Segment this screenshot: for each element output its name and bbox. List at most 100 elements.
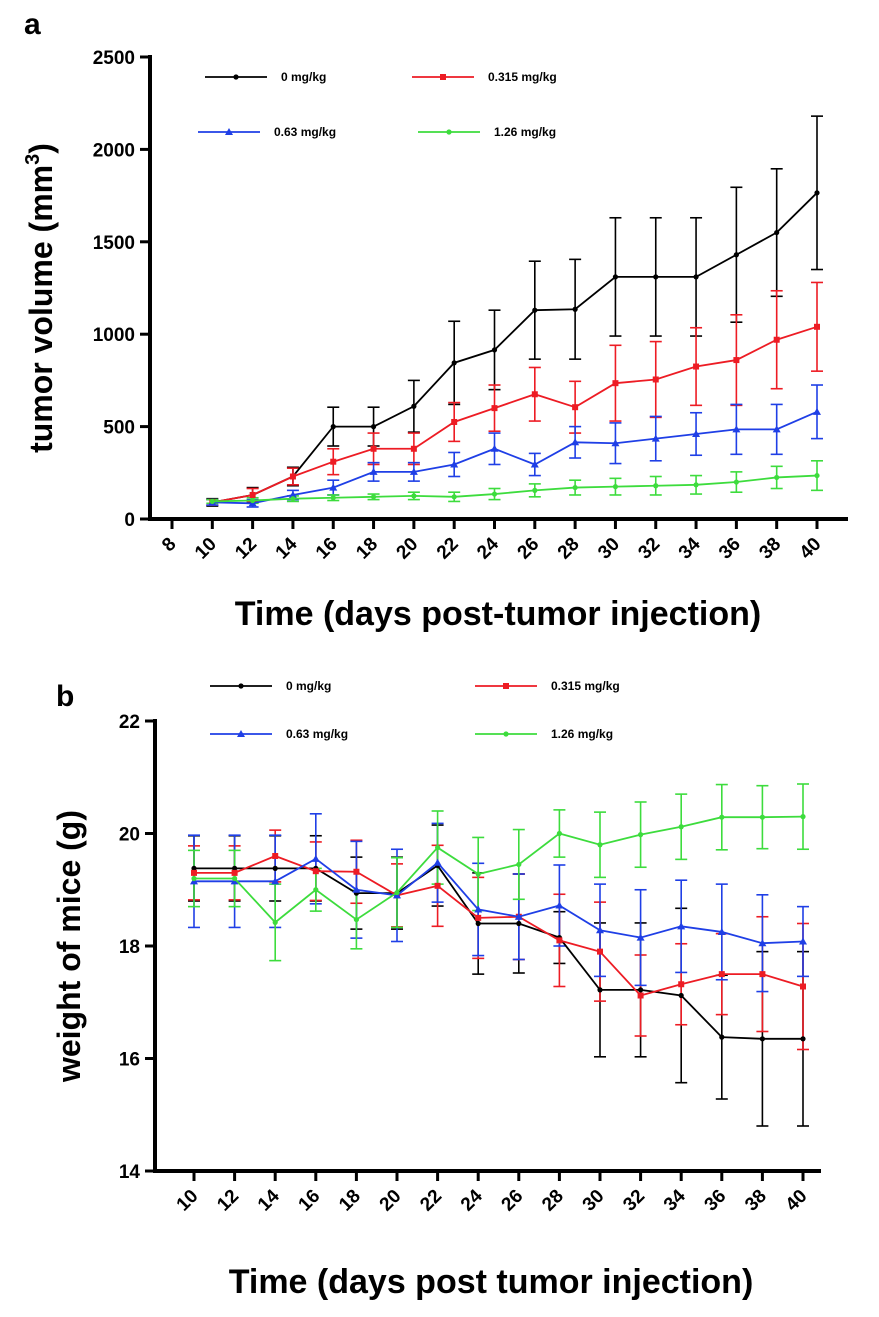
panel-a-series-1-point — [652, 376, 659, 383]
panel-b-series-1-point — [353, 868, 360, 875]
panel-b-series-3-point — [475, 871, 481, 877]
panel-a-series-0-point — [532, 307, 538, 313]
panel-b-legend-0-swatch-marker — [238, 683, 244, 689]
panel-b-x-tick-label: 24 — [457, 1185, 487, 1215]
panel-b-y-tick-label: 20 — [119, 825, 140, 846]
panel-a-series-3-point — [532, 487, 538, 493]
panel-b-series-1-point — [678, 981, 685, 988]
panel-a-series-0-point — [491, 347, 498, 353]
panel-a-series-3-point — [612, 484, 619, 490]
panel-a-series-1-point — [773, 336, 780, 343]
panel-b-series-0-point — [597, 987, 603, 993]
panel-b-y-axis-title: weight of mice (g) — [51, 810, 87, 1083]
panel-a-series-2-point — [288, 490, 297, 498]
panel-a-series-3-point — [330, 495, 336, 501]
panel-a-x-tick-label: 20 — [393, 534, 423, 564]
panel-b-series-2-point — [271, 877, 280, 885]
panel-a-series-2-point — [651, 434, 660, 442]
panel-a-series-1-point — [733, 357, 740, 364]
panel-a-y-axis-title-main: tumor volume (mm — [23, 165, 59, 453]
panel-a-series-1-point — [491, 405, 498, 412]
panel-b-series-1-point — [475, 914, 482, 921]
panel-b-series-3-point — [759, 814, 766, 820]
panel-b-series-1-point — [272, 853, 279, 859]
panel-a-series-3-point — [814, 472, 820, 479]
panel-a-legend-0-label: 0 mg/kg — [281, 70, 326, 84]
panel-b-series-2-point — [352, 885, 361, 893]
panel-a-x-tick-label: 10 — [191, 534, 221, 564]
panel-a-series-1-point — [693, 363, 700, 370]
panel-a-x-tick-label: 36 — [715, 534, 745, 564]
panel-a-series-0-point — [774, 229, 780, 236]
panel-b-series-1-point — [718, 971, 725, 978]
panel-a-series-3-point — [411, 493, 417, 499]
panel-a-series-3-point — [451, 494, 457, 500]
panel-b-series-2-point — [717, 927, 726, 935]
panel-a-series-2-point — [732, 425, 741, 433]
panel-b-series-0-point — [800, 1036, 806, 1042]
panel-b-series-0-line — [194, 864, 803, 1040]
panel-a-y-tick-label: 500 — [103, 418, 135, 439]
panel-a-series-3-point — [209, 498, 215, 505]
panel-a-legend-1-swatch-marker — [440, 74, 446, 80]
panel-b: b 14 16 18 20 22 10 12 14 16 18 20 22 24 26 28 30 32 34 36… — [51, 679, 821, 1301]
panel-b-series-0-point — [272, 865, 278, 871]
panel-b-series-2-point — [555, 901, 564, 909]
panel-a-series-2-point — [692, 429, 701, 437]
panel-a-series-3-point — [733, 479, 739, 485]
panel-a-series-2-point — [611, 439, 620, 447]
panel-b-series-3-point — [638, 832, 644, 838]
panel-a-x-tick-label: 30 — [594, 534, 624, 564]
panel-a: a 0 500 1000 1500 2000 2500 8 10 12 14 16 18 20 22 24 2… — [22, 8, 848, 633]
panel-a-series-3-point — [370, 494, 377, 500]
panel-b-series-3-point — [232, 875, 238, 882]
panel-a-series-1-point — [612, 380, 619, 387]
panel-a-y-tick-label: 1000 — [93, 325, 135, 346]
panel-b-legend: 0 mg/kg 0.315 mg/kg 0.63 mg/kg 1.26 mg/kg — [210, 679, 620, 741]
panel-b-series-2-point — [433, 858, 442, 866]
panel-a-x-tick-label: 38 — [755, 534, 785, 564]
panel-a-series-3-point — [572, 484, 578, 491]
panel-a-series-0-point — [693, 274, 699, 280]
panel-b-series-3-point — [313, 887, 319, 893]
panel-b-legend-3-label: 1.26 mg/kg — [551, 727, 613, 741]
panel-b-x-tick-label: 10 — [173, 1186, 203, 1216]
panel-b-x-tick-label: 20 — [376, 1186, 406, 1216]
panel-b-series-1-point — [637, 992, 644, 999]
panel-a-plot-area: 0 500 1000 1500 2000 2500 8 10 12 14 16 18 20 22 24 26 2… — [93, 48, 848, 563]
panel-a-x-tick-label: 40 — [796, 534, 826, 564]
panel-b-x-tick-label: 12 — [213, 1186, 243, 1216]
panel-a-legend-2-swatch-marker — [225, 128, 233, 135]
panel-b-legend-1-label: 0.315 mg/kg — [551, 679, 620, 693]
panel-a-series-0-point — [451, 360, 457, 366]
panel-b-series-3-point — [272, 919, 278, 925]
panel-a-y-tick-label: 2000 — [93, 140, 135, 161]
panel-a-series-2-point — [490, 444, 499, 452]
panel-a-series-3-point — [774, 474, 780, 481]
panel-a-x-tick-label: 26 — [514, 534, 544, 564]
panel-a-series-2-point — [450, 460, 459, 468]
panel-a-x-tick-label: 16 — [312, 534, 342, 564]
panel-b-series-1-point — [312, 868, 319, 875]
panel-b-series-3-point — [597, 842, 603, 848]
panel-a-y-tick-label: 0 — [124, 510, 135, 531]
panel-b-series-0-point — [516, 920, 522, 927]
panel-a-series-0-point — [370, 424, 377, 430]
panel-a-x-tick-label: 12 — [231, 534, 261, 564]
panel-a-x-tick-label: 34 — [675, 533, 705, 563]
panel-b-series-1-point — [759, 971, 766, 978]
panel-b-series-1-point — [191, 869, 197, 876]
panel-a-series-3-point — [491, 491, 498, 497]
panel-b-series-0-point — [475, 920, 481, 927]
panel-b-x-tick-label: 34 — [660, 1185, 690, 1215]
panel-a-series-0-point — [653, 274, 659, 280]
panel-a-x-tick-label: 8 — [158, 534, 180, 556]
panel-b-series-2-point — [311, 854, 320, 862]
panel-a-legend-1-label: 0.315 mg/kg — [488, 70, 557, 84]
panel-b-series-0-point — [719, 1034, 725, 1040]
panel-b-legend-2-label: 0.63 mg/kg — [286, 727, 348, 741]
panel-b-series-2-point — [514, 912, 523, 920]
panel-b-series-3-point — [516, 861, 522, 868]
panel-a-series-1-point — [410, 445, 417, 452]
